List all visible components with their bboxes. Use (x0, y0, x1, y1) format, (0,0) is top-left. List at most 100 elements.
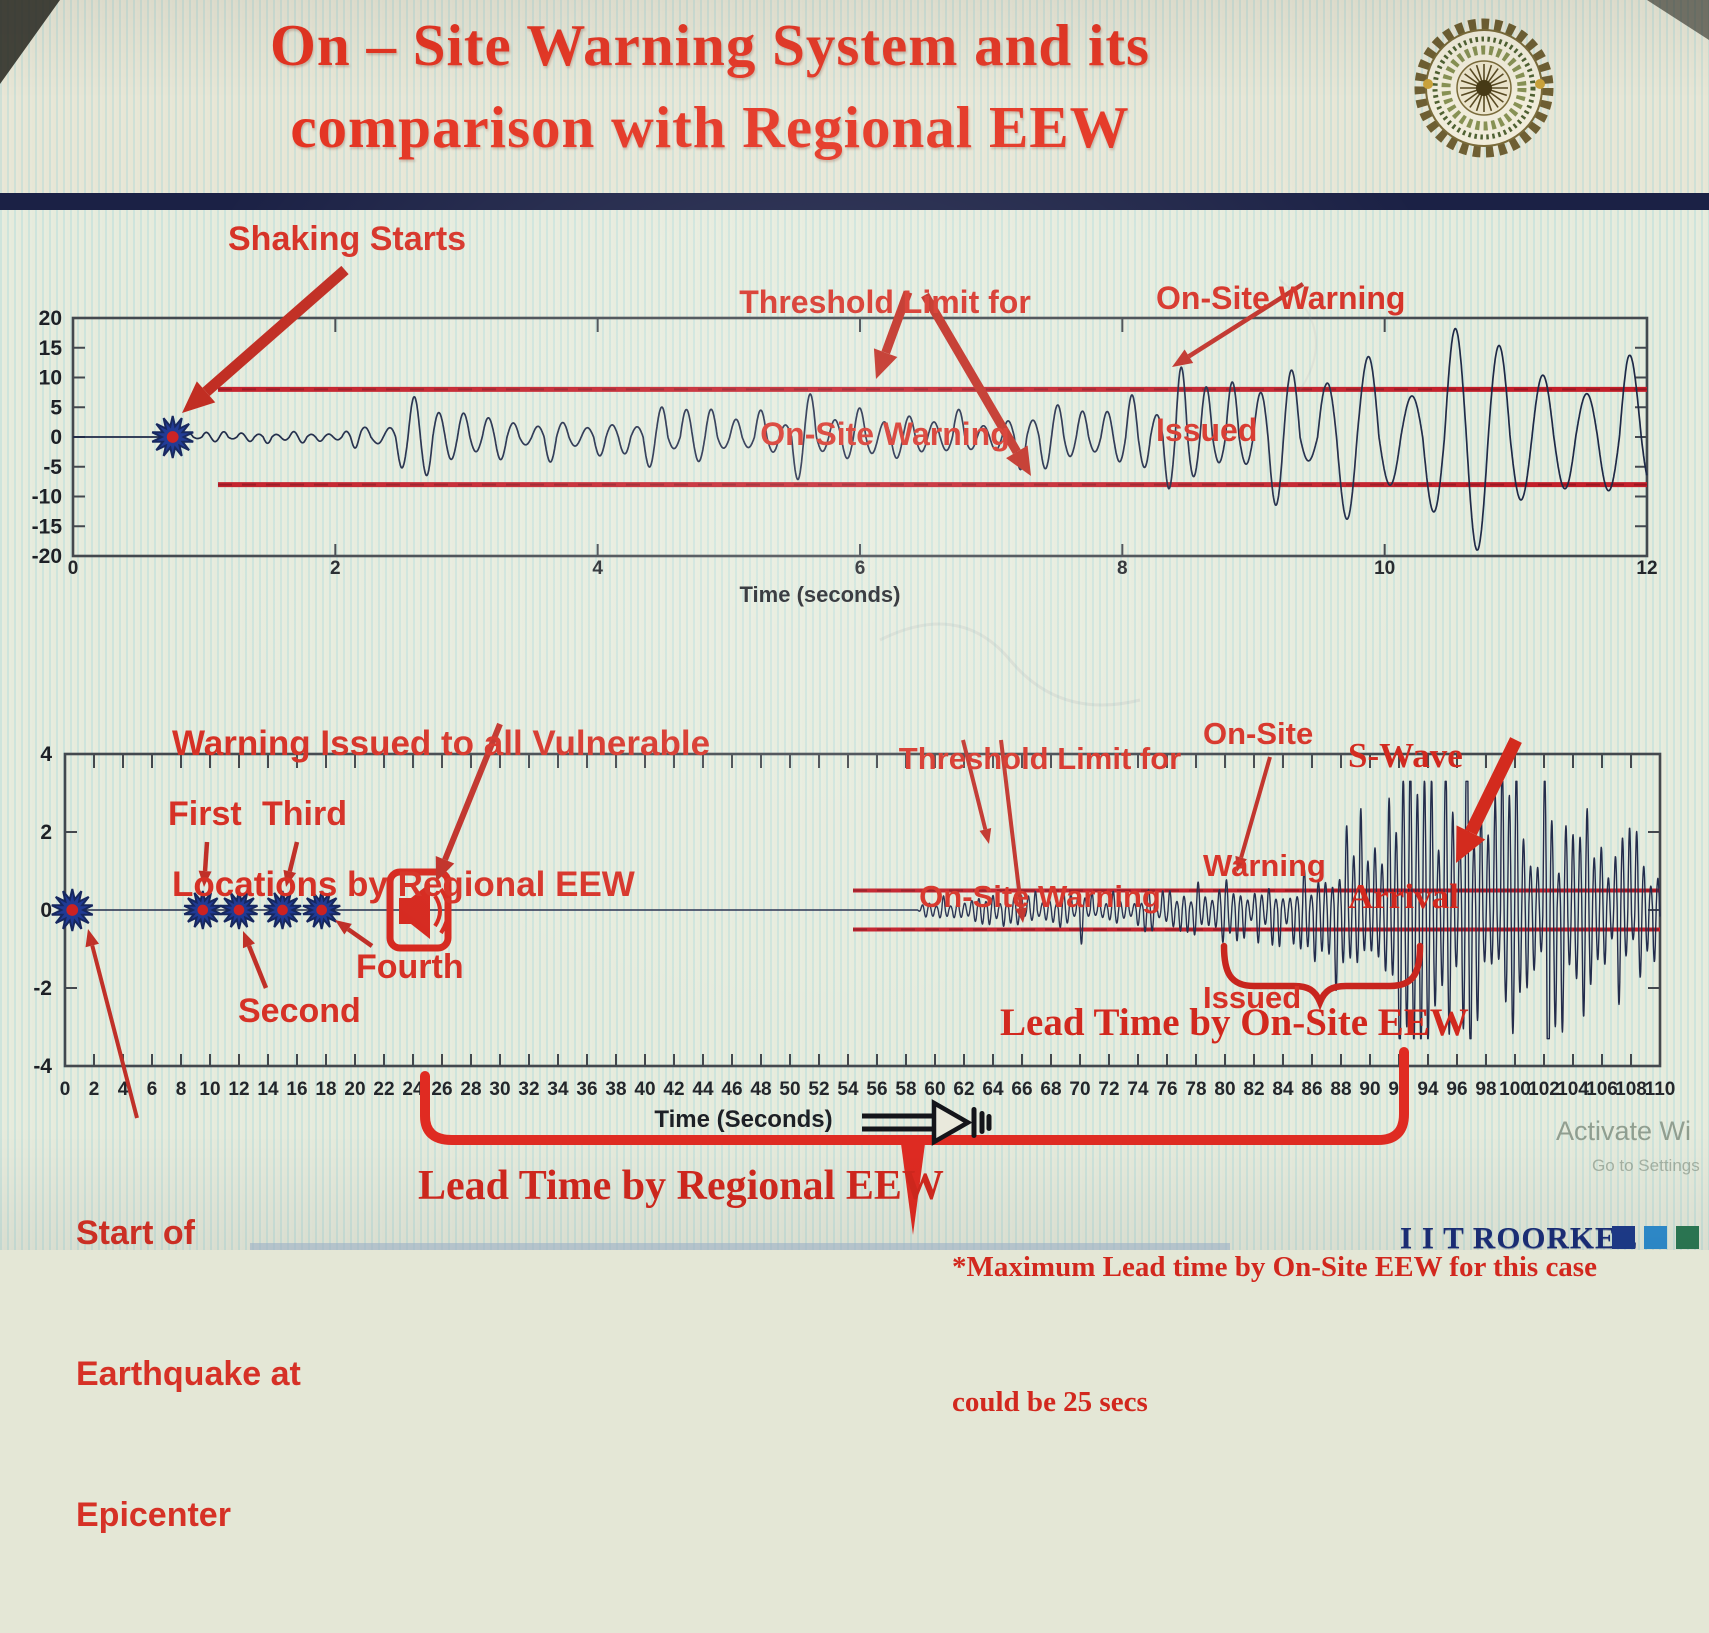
x-tick-label: 54 (837, 1079, 859, 1100)
threshold-top-arrow-right (921, 292, 1021, 455)
y-tick-label: -2 (33, 977, 52, 1000)
go-to-settings-watermark: Go to Settings (1592, 1156, 1700, 1175)
second-arrow (246, 944, 269, 989)
p-wave-fourth-label: Fourth (356, 948, 464, 986)
threshold-bottom-arrow-left-head (979, 827, 992, 844)
threshold-bottom-arrow-right-head (1015, 907, 1028, 923)
circle (1535, 79, 1545, 89)
onsite-issued-bottom-arrow (1239, 756, 1272, 859)
lead-time-onsite-label: Lead Time by On-Site EEW (1000, 1001, 1469, 1044)
fourth-arrow (346, 927, 374, 948)
time-axis-arrow (862, 1099, 992, 1146)
p-wave-detection-marker-2-core (233, 904, 245, 916)
shaking-starts-arrow (202, 265, 349, 397)
second-arrow-head (242, 931, 256, 949)
x-tick-label: 32 (518, 1079, 539, 1100)
path (433, 894, 442, 928)
p-wave-detection-marker-3-core (277, 904, 288, 916)
line (1487, 93, 1499, 108)
x-tick-label: 56 (866, 1079, 887, 1100)
y-tick-label: -5 (43, 456, 62, 479)
polygon (931, 1099, 973, 1146)
start-eq-label-line2: Earthquake at (76, 1355, 301, 1393)
polygon (411, 883, 430, 939)
x-tick-label: 20 (344, 1079, 365, 1100)
y-tick-label: 20 (39, 307, 62, 330)
x-tick-label: 6 (147, 1079, 158, 1100)
x-tick-label: 52 (808, 1079, 829, 1100)
circle (1414, 18, 1554, 158)
x-tick-label: 16 (286, 1079, 307, 1100)
x-tick-label: 2 (330, 558, 341, 579)
line (1475, 94, 1483, 112)
x-tick-label: 8 (1117, 558, 1128, 579)
x-tick-label: 12 (1636, 558, 1657, 579)
threshold-bottom-arrow-left (961, 739, 988, 830)
x-tick-label: 34 (547, 1079, 569, 1100)
epicenter-marker-core (66, 904, 79, 916)
x-tick-label: 6 (855, 558, 866, 579)
footer-square-2 (1644, 1226, 1667, 1249)
x-tick-label: 96 (1446, 1079, 1467, 1100)
threshold-bottom-label-line2: On-Site Warning (919, 879, 1161, 914)
x-tick-label: 38 (605, 1079, 626, 1100)
line (1460, 79, 1478, 87)
y-tick-label: 5 (50, 396, 62, 419)
x-tick-label: 78 (1185, 1079, 1206, 1100)
y-tick-label: -20 (32, 545, 62, 568)
first-arrow-head (198, 870, 212, 887)
x-tick-label: 42 (663, 1079, 684, 1100)
line (1489, 73, 1504, 85)
x-tick-label: 30 (489, 1079, 510, 1100)
x-tick-label: 110 (1645, 1079, 1676, 1100)
x-tick-label: 108 (1615, 1079, 1647, 1100)
line (1475, 64, 1483, 82)
s-wave-arrival-arrow-head (1456, 825, 1486, 863)
x-tick-label: 74 (1127, 1079, 1149, 1100)
circle (1423, 79, 1433, 89)
x-tick-label: 10 (1374, 558, 1395, 579)
x-tick-label: 18 (315, 1079, 336, 1100)
rect (399, 898, 411, 924)
x-tick-label: 10 (199, 1079, 220, 1100)
onsite-issued-top-arrow-head (1172, 349, 1194, 367)
max-lead-note-line2: could be 25 secs (952, 1386, 1148, 1418)
seismogram-trace (72, 327, 1648, 551)
epicenter-arrow (90, 944, 139, 1119)
third-arrow (287, 841, 300, 872)
line (1490, 89, 1508, 97)
x-tick-label: 8 (176, 1079, 187, 1100)
onsite-issued-bottom-line2: Warning (1203, 848, 1326, 883)
x-tick-label: 4 (592, 558, 603, 579)
x-tick-label: 36 (576, 1079, 597, 1100)
shaking-start-marker-core (166, 431, 179, 443)
x-tick-label: 0 (68, 558, 79, 579)
x-tick-label: 2 (89, 1079, 100, 1100)
title-divider-bar (0, 193, 1709, 210)
regional-warning-speaker-icon (386, 868, 452, 952)
line (1460, 89, 1478, 97)
y-tick-label: 10 (39, 367, 62, 390)
x-tick-label: 22 (373, 1079, 394, 1100)
start-eq-label-line1: Start of (76, 1214, 195, 1252)
x-tick-label: 66 (1011, 1079, 1032, 1100)
s-wave-arrival-arrow (1465, 737, 1522, 836)
footer-square-1 (1612, 1226, 1635, 1249)
slide-title-line2: comparison with Regional EEW (290, 94, 1130, 160)
line (1469, 68, 1481, 83)
photo-smudge (1279, 279, 1317, 391)
shaking-starts-label: Shaking Starts (228, 220, 467, 258)
y-tick-label: -10 (32, 486, 62, 509)
x-tick-label: 24 (402, 1079, 424, 1100)
line (1490, 79, 1508, 87)
fourth-arrow-head (335, 920, 352, 935)
x-tick-label: 80 (1214, 1079, 1235, 1100)
photo-smudge (879, 622, 1141, 707)
x-tick-label: 26 (431, 1079, 452, 1100)
x-tick-label: 64 (982, 1079, 1004, 1100)
x-tick-label: 60 (924, 1079, 945, 1100)
epicenter-arrow-head (85, 929, 100, 948)
s-wave-label-line1: S-Wave (1348, 736, 1463, 775)
onsite-issued-bottom-line3: Issued (1203, 980, 1302, 1015)
vulnerable-label-line1: Warning Issued to all Vulnerable (172, 724, 711, 763)
